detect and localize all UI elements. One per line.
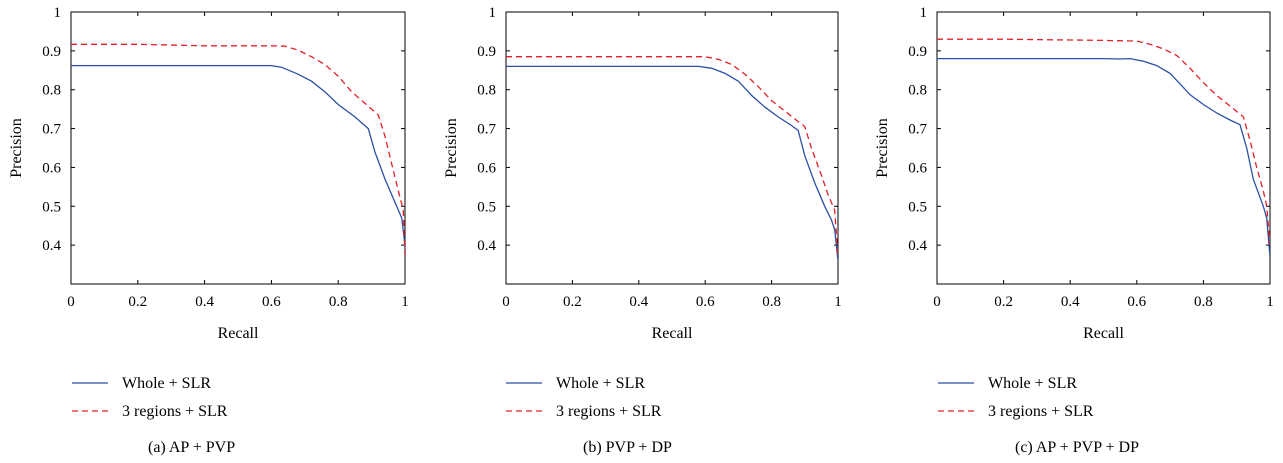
- x-tick-label: 0: [502, 294, 510, 310]
- x-axis-label: Recall: [218, 325, 259, 342]
- y-tick-label: 0.8: [908, 83, 927, 99]
- series-line-regions-slr: [506, 56, 838, 257]
- y-tick-label: 0.6: [42, 160, 61, 176]
- y-tick-label: 0.4: [42, 238, 61, 254]
- series-line-whole-slr: [71, 64, 405, 246]
- series-line-whole-slr: [937, 57, 1270, 257]
- panel-caption: (c) AP + PVP + DP: [1015, 439, 1139, 456]
- x-tick-label: 0.8: [329, 294, 348, 310]
- y-tick-label: 1: [920, 5, 928, 21]
- y-axis-label: Precision: [443, 118, 460, 178]
- y-tick-label: 0.7: [477, 122, 496, 138]
- y-tick-label: 0.4: [908, 238, 927, 254]
- y-tick-label: 0.8: [42, 83, 61, 99]
- panel-caption: (b) PVP + DP: [583, 439, 672, 456]
- y-tick-label: 0.9: [477, 44, 496, 60]
- x-tick-label: 0.8: [1194, 294, 1213, 310]
- x-tick-label: 0.6: [696, 294, 715, 310]
- y-tick-label: 0.6: [908, 160, 927, 176]
- panel-caption: (a) AP + PVP: [148, 439, 235, 456]
- y-tick-label: 0.9: [42, 44, 61, 60]
- plot-frame: [70, 11, 406, 285]
- x-tick-label: 0.6: [262, 294, 281, 310]
- y-tick-label: 1: [54, 5, 62, 21]
- y-tick-label: 0.4: [477, 238, 496, 254]
- x-tick-label: 1: [401, 294, 409, 310]
- x-tick-label: 0.2: [128, 294, 147, 310]
- x-axis-label: Recall: [652, 325, 693, 342]
- series-line-whole-slr: [506, 65, 838, 261]
- chart-panel-2: 0 0.2 0.4 0.6 0.8 1 0.4 0.5 0.6 0.7 0.8 0.9 1 Recall P…: [443, 5, 842, 456]
- x-tick-label: 0.6: [1127, 294, 1146, 310]
- legend-label: 3 regions + SLR: [988, 403, 1094, 420]
- legend-label: Whole + SLR: [122, 375, 211, 392]
- series-line-regions-slr: [937, 38, 1270, 246]
- y-axis-label: Precision: [874, 118, 891, 178]
- chart-panel-3: 0 0.2 0.4 0.6 0.8 1 0.4 0.5 0.6 0.7 0.8 0.9 1 Recall P…: [874, 5, 1274, 456]
- y-tick-label: 0.7: [42, 122, 61, 138]
- series-line-regions-slr: [71, 43, 405, 257]
- x-tick-label: 0.4: [629, 294, 648, 310]
- legend-label: 3 regions + SLR: [122, 403, 228, 420]
- y-tick-label: 0.6: [477, 160, 496, 176]
- y-tick-label: 0.7: [908, 122, 927, 138]
- x-tick-label: 0: [933, 294, 941, 310]
- y-tick-label: 0.9: [908, 44, 927, 60]
- legend-label: 3 regions + SLR: [556, 403, 662, 420]
- x-tick-label: 0.4: [1061, 294, 1080, 310]
- legend-label: Whole + SLR: [556, 375, 645, 392]
- y-axis-label: Precision: [8, 118, 25, 178]
- x-tick-label: 1: [834, 294, 842, 310]
- x-tick-label: 0.8: [762, 294, 781, 310]
- legend-label: Whole + SLR: [988, 375, 1077, 392]
- x-tick-label: 0.2: [994, 294, 1013, 310]
- chart-panel-1: 0 0.2 0.4 0.6 0.8 1 0.4 0.5 0.6 0.7 0.8 0.9 1 Recall P…: [8, 5, 409, 456]
- x-tick-label: 0: [67, 294, 75, 310]
- x-tick-label: 0.4: [195, 294, 214, 310]
- plot-frame: [505, 11, 839, 285]
- x-tick-label: 0.2: [563, 294, 582, 310]
- y-tick-label: 0.5: [908, 199, 927, 215]
- y-tick-label: 0.8: [477, 83, 496, 99]
- x-tick-label: 1: [1266, 294, 1274, 310]
- y-tick-label: 0.5: [42, 199, 61, 215]
- y-tick-label: 0.5: [477, 199, 496, 215]
- y-tick-label: 1: [489, 5, 497, 21]
- plot-frame: [936, 11, 1271, 285]
- x-axis-label: Recall: [1083, 325, 1124, 342]
